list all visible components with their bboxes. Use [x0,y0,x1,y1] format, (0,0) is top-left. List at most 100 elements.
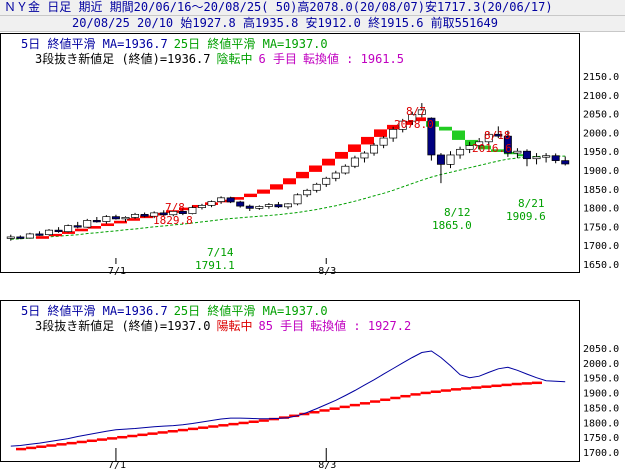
sanpou-block [218,424,229,427]
candle-body [197,204,206,208]
sanpou-block [268,417,279,421]
y-tick-label: 2050.0 [583,344,619,355]
candle-body [417,109,426,115]
sanpou-step: 85 手目 [258,319,305,333]
sanpou-value: 3段抜き新値足 (終値)=1936.7 [35,52,211,66]
sanpou-block [153,212,166,216]
sanpou-block [296,171,309,179]
sanpou-block [491,149,504,152]
annotation-date: 8/7 [406,105,426,118]
sanpou-block [359,402,371,405]
sanpou-block [440,389,451,392]
candle-body [25,233,34,239]
candle-body [465,145,474,150]
sanpou-block [198,426,209,429]
sanpou-block [374,129,387,137]
title-bar: ＮＹ金 日足 期近 期間20/06/16～20/08/25( 50)高2078.… [0,0,625,16]
sanpou-legend-bottom: 3段抜き新値足 (終値)=1937.0 陽転中 85 手目 転換値 : 1927.2 [35,319,417,333]
candle-body [341,165,350,174]
candle-body [236,201,245,207]
candle-body [16,236,25,239]
candle-body [264,204,273,207]
top-chart-svg: 2150.0 2100.0 2050.0 2000.0 1950.0 1900.0 1850… [6,72,619,277]
sanpou-state: 陰転中 [216,52,253,66]
candle-body [102,216,111,222]
candle-body [178,211,187,214]
annotation-value: 2078.0 [394,118,434,131]
annotation-value: 1829.8 [153,214,193,227]
candle-body [398,120,407,130]
y-tick-label: 1750.0 [583,433,619,444]
chart-title: ＮＹ金 日足 期近 期間20/06/16～20/08/25( 50)高2078.… [4,0,553,14]
candle-body [436,154,445,165]
candle-body [360,152,369,159]
candle-body [523,150,531,160]
x-tick-label: 7/1 [108,266,126,277]
sanpou-block [410,393,421,396]
sanpou-block [114,220,127,224]
sanpou-block [380,398,391,402]
sanpou-block [76,440,87,444]
x-tick-label: 8/3 [318,460,336,471]
sanpou-block [511,382,522,386]
sanpou-block [420,391,431,395]
sanpou-block [471,386,482,389]
sanpou-block [439,126,452,131]
ma-legend-bottom: 5日 終値平滑 MA=1936.7 25日 終値平滑 MA=1937.0 [21,304,334,318]
sanpou-block [309,410,320,414]
sanpou-block [329,407,340,410]
sanpou-step: 6 手目 [258,52,297,66]
candle-body [484,133,493,143]
sanpou-block [348,144,361,152]
y-tick-label: 1950.0 [583,147,619,158]
sanpou-block [450,388,462,391]
sanpou-block [258,419,269,422]
y-tick-label: 1800.0 [583,418,619,429]
sanpou-block [335,151,348,159]
ma25-label: 25日 終値平滑 MA=1937.0 [173,37,328,51]
x-tick-label: 8/3 [318,266,336,277]
sanpou-block [96,438,108,441]
candle-body [159,212,168,216]
sanpou-block [361,136,374,145]
candle-body [312,183,321,191]
sanpou-legend-top: 3段抜き新値足 (終値)=1936.7 陰転中 6 手目 転換値 : 1961.5 [35,52,410,66]
candle-body [169,211,178,216]
sanpou-block [62,231,75,234]
sanpou-block [521,382,532,385]
sanpou-block [370,400,381,403]
ma5-line [10,350,566,447]
bottom-chart-svg: 2050.0 2000.0 1950.0 1900.0 1850.0 1800.0 1750… [10,344,619,471]
candle-body [350,157,359,167]
sanpou-turn-value: 転換値 : 1961.5 [302,52,404,66]
sanpou-block [127,218,140,221]
candle-body [92,220,101,223]
annotation-date: 8/21 [518,197,545,210]
ma5-label: 5日 終値平滑 MA=1936.7 [21,304,168,318]
y-tick-label: 2000.0 [583,359,619,370]
bottom-chart-panel[interactable]: 5日 終値平滑 MA=1936.7 25日 終値平滑 MA=1937.0 3段抜き… [0,300,580,462]
candle-body [331,172,340,179]
y-tick-label: 2100.0 [583,91,619,102]
candle-body [284,203,292,208]
candle-body [427,117,436,156]
annotation-date: 7/14 [207,246,234,259]
candle-body [389,129,398,139]
sanpou-block [101,223,114,227]
sanpou-block [26,446,37,450]
sanpou-block [157,431,168,434]
sanpou-block [137,433,148,437]
candle-body [54,229,63,233]
sanpou-block [36,445,47,448]
candle-body [542,155,551,158]
sanpou-block [36,236,49,239]
annotation-date: 8/12 [444,206,471,219]
candle-body [274,204,283,208]
sanpou-block [238,421,249,425]
sanpou-block [46,444,57,447]
sanpou-block [75,228,88,232]
y-tick-label: 2000.0 [583,128,619,139]
candle-body [408,114,417,122]
candle-body [140,214,149,217]
sanpou-block [177,428,188,432]
